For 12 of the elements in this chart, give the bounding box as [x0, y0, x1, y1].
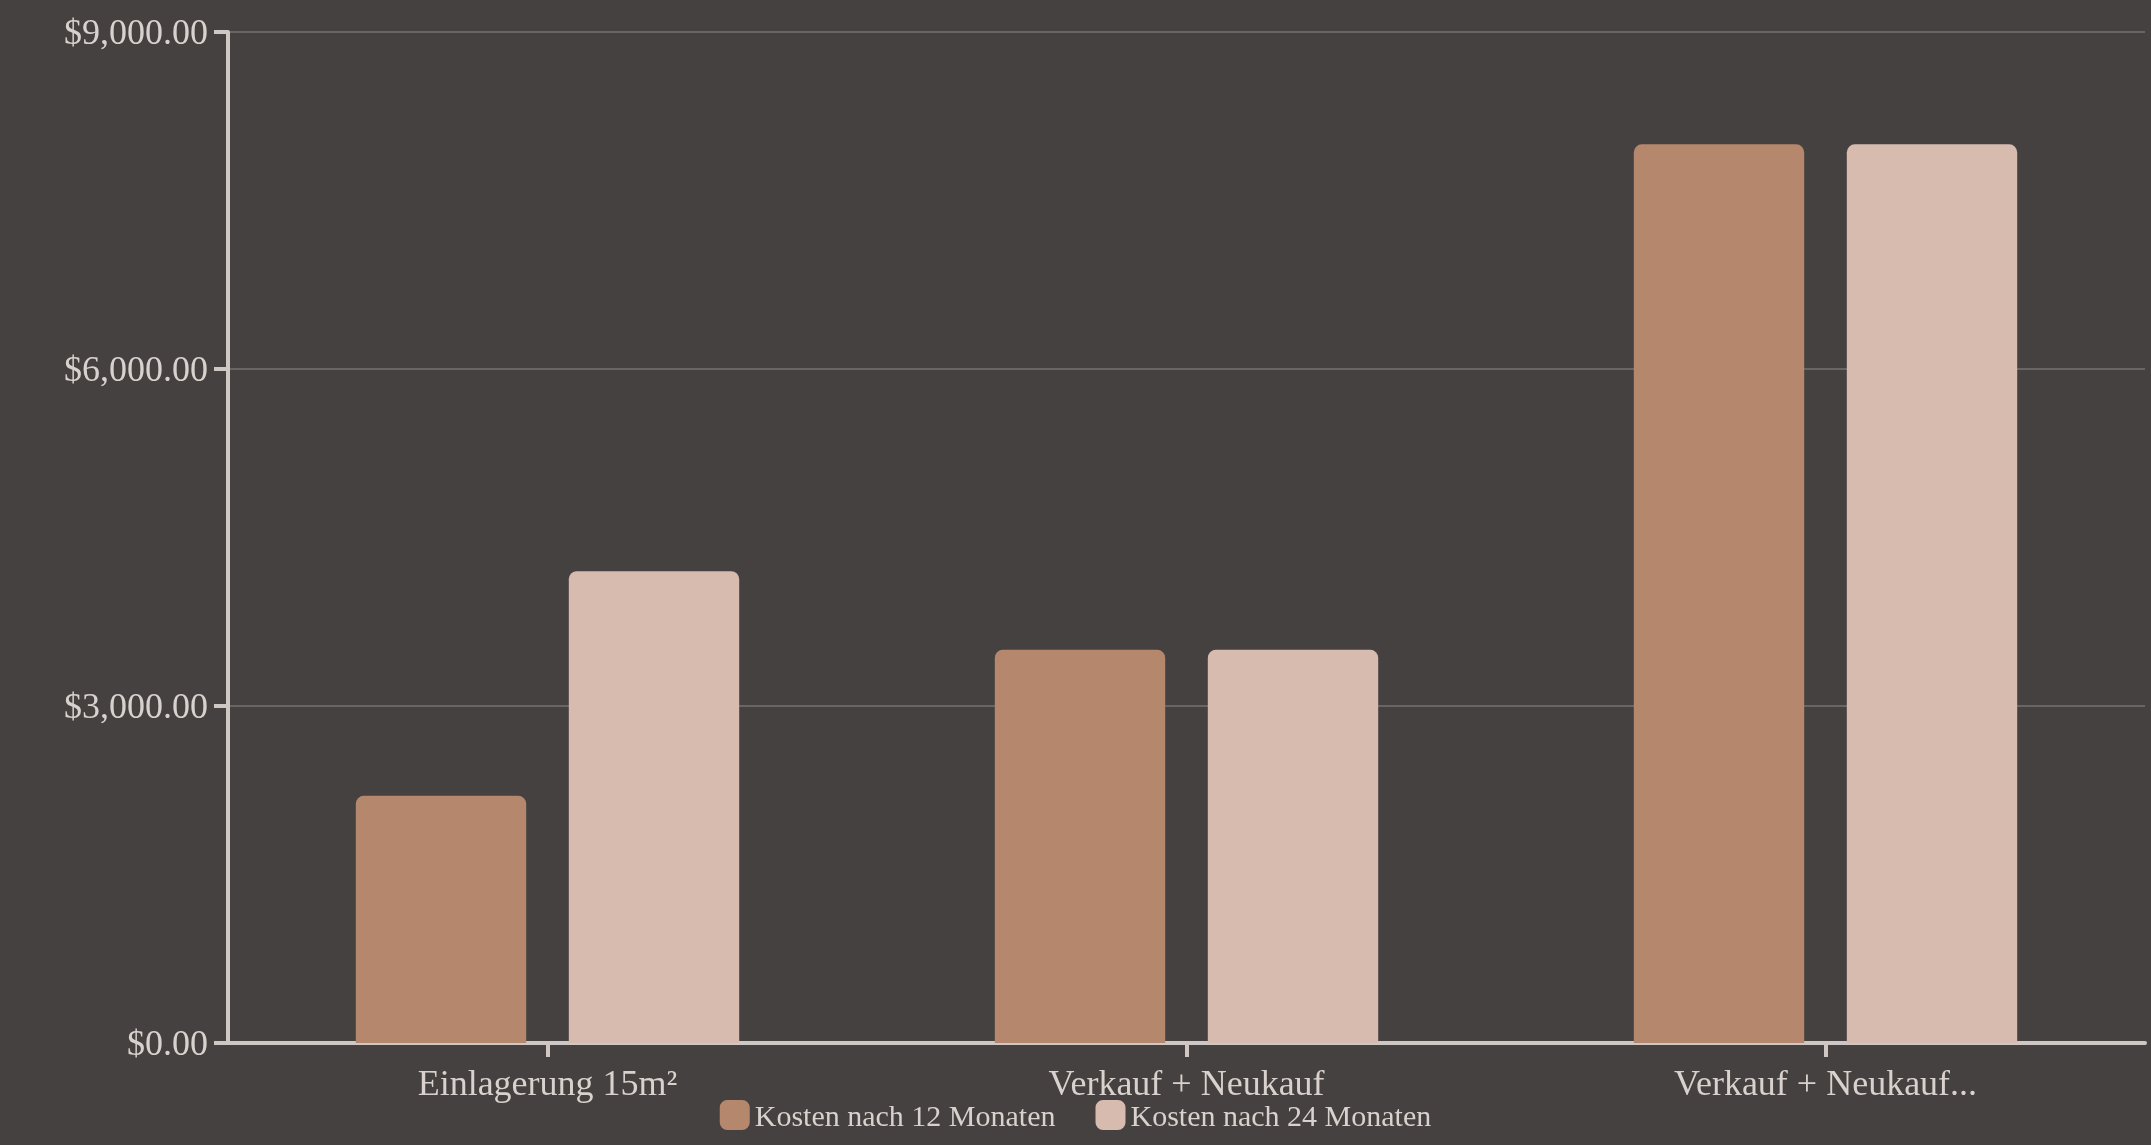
bar [994, 649, 1166, 1043]
bar [568, 571, 740, 1043]
y-tick-label: $6,000.00 [64, 349, 208, 389]
bar [1207, 649, 1379, 1043]
y-tick-label: $3,000.00 [64, 686, 208, 726]
bar [1846, 144, 2018, 1043]
y-tick-label: $9,000.00 [64, 12, 208, 52]
x-tick-label: Verkauf + Neukauf... [1673, 1063, 1978, 1103]
bar [1633, 144, 1805, 1043]
bar [355, 795, 527, 1043]
y-tick-label: $0.00 [127, 1023, 208, 1063]
x-tick-label: Einlagerung 15m² [417, 1063, 678, 1103]
